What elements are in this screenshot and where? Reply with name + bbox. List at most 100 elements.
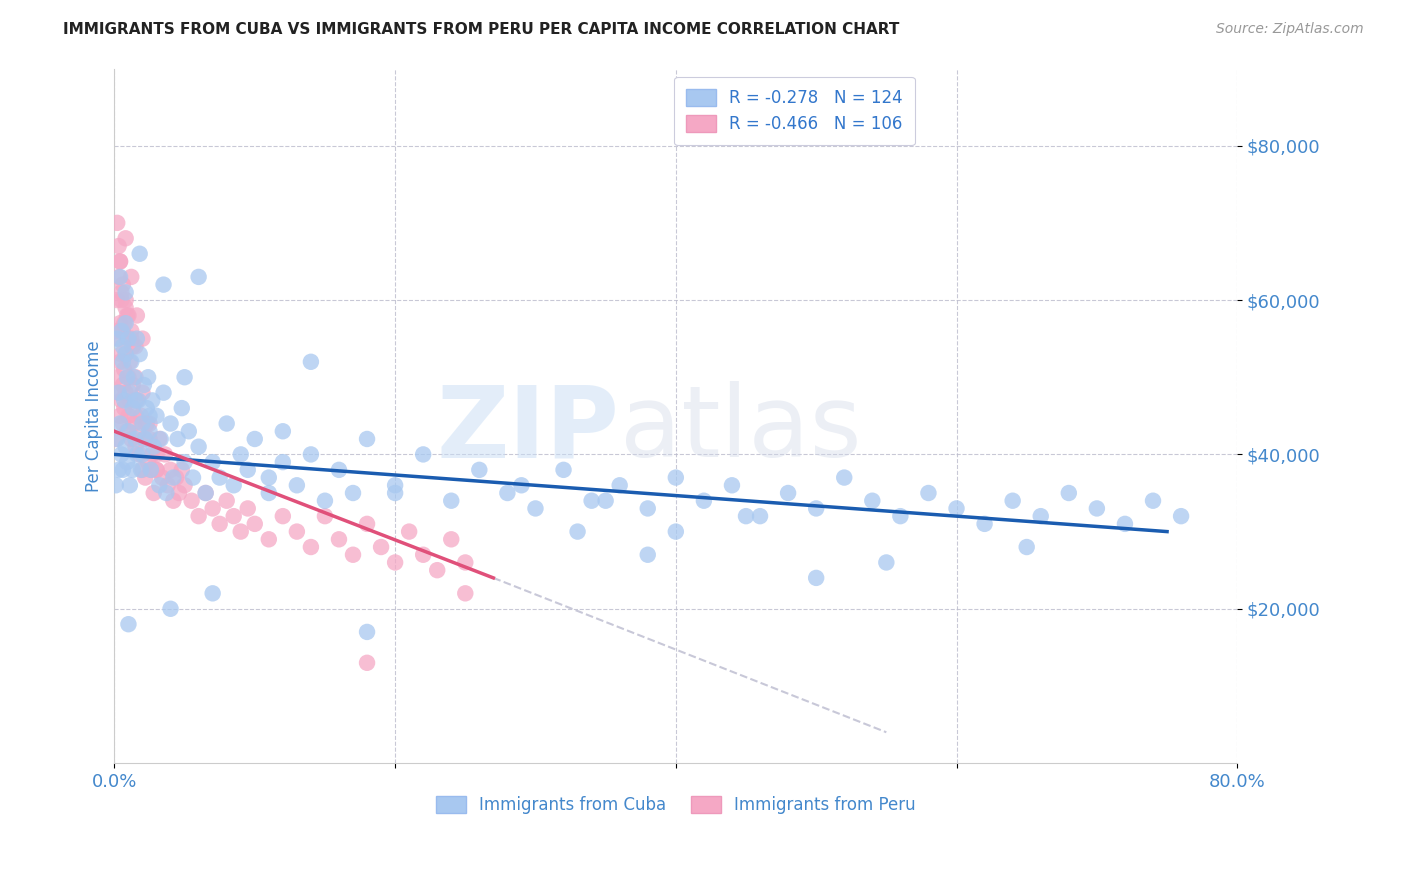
- Point: [693, 493, 716, 508]
- Point: [136, 455, 159, 469]
- Point: [194, 486, 217, 500]
- Point: [208, 470, 231, 484]
- Point: [153, 447, 176, 461]
- Point: [917, 486, 939, 500]
- Point: [127, 424, 149, 438]
- Point: [229, 524, 252, 539]
- Point: [107, 332, 129, 346]
- Point: [159, 417, 181, 431]
- Text: IMMIGRANTS FROM CUBA VS IMMIGRANTS FROM PERU PER CAPITA INCOME CORRELATION CHART: IMMIGRANTS FROM CUBA VS IMMIGRANTS FROM …: [63, 22, 900, 37]
- Point: [665, 524, 688, 539]
- Point: [111, 378, 134, 392]
- Point: [132, 378, 155, 392]
- Point: [139, 463, 162, 477]
- Point: [356, 516, 378, 531]
- Point: [124, 409, 146, 423]
- Point: [1029, 509, 1052, 524]
- Point: [356, 656, 378, 670]
- Point: [117, 424, 139, 438]
- Point: [749, 509, 772, 524]
- Point: [122, 417, 145, 431]
- Point: [118, 478, 141, 492]
- Point: [114, 347, 136, 361]
- Point: [124, 370, 146, 384]
- Point: [150, 470, 173, 484]
- Point: [440, 533, 463, 547]
- Point: [108, 254, 131, 268]
- Point: [1142, 493, 1164, 508]
- Point: [108, 417, 131, 431]
- Point: [735, 509, 758, 524]
- Point: [105, 293, 128, 307]
- Point: [125, 332, 148, 346]
- Point: [104, 432, 127, 446]
- Point: [328, 533, 350, 547]
- Point: [637, 548, 659, 562]
- Point: [637, 501, 659, 516]
- Text: atlas: atlas: [620, 381, 862, 478]
- Point: [105, 432, 128, 446]
- Point: [314, 509, 336, 524]
- Point: [114, 293, 136, 307]
- Point: [148, 478, 170, 492]
- Point: [112, 393, 135, 408]
- Point: [194, 486, 217, 500]
- Point: [121, 378, 143, 392]
- Point: [132, 432, 155, 446]
- Point: [125, 309, 148, 323]
- Point: [105, 216, 128, 230]
- Point: [111, 277, 134, 292]
- Point: [124, 440, 146, 454]
- Point: [115, 309, 138, 323]
- Point: [553, 463, 575, 477]
- Point: [257, 486, 280, 500]
- Point: [454, 556, 477, 570]
- Point: [120, 355, 142, 369]
- Point: [138, 417, 160, 431]
- Point: [152, 385, 174, 400]
- Point: [115, 332, 138, 346]
- Point: [149, 432, 172, 446]
- Point: [356, 624, 378, 639]
- Point: [131, 447, 153, 461]
- Point: [860, 493, 883, 508]
- Point: [117, 309, 139, 323]
- Point: [127, 393, 149, 408]
- Legend: Immigrants from Cuba, Immigrants from Peru: Immigrants from Cuba, Immigrants from Pe…: [426, 786, 927, 824]
- Point: [108, 269, 131, 284]
- Point: [370, 540, 392, 554]
- Point: [117, 617, 139, 632]
- Point: [129, 463, 152, 477]
- Point: [208, 516, 231, 531]
- Point: [124, 339, 146, 353]
- Point: [145, 409, 167, 423]
- Point: [114, 301, 136, 315]
- Point: [114, 231, 136, 245]
- Point: [1015, 540, 1038, 554]
- Point: [107, 463, 129, 477]
- Point: [384, 486, 406, 500]
- Point: [120, 432, 142, 446]
- Point: [114, 285, 136, 300]
- Point: [115, 370, 138, 384]
- Point: [110, 293, 132, 307]
- Point: [524, 501, 547, 516]
- Point: [128, 246, 150, 260]
- Point: [412, 447, 434, 461]
- Point: [108, 316, 131, 330]
- Point: [108, 355, 131, 369]
- Point: [496, 486, 519, 500]
- Point: [134, 432, 156, 446]
- Point: [111, 417, 134, 431]
- Point: [111, 355, 134, 369]
- Point: [1057, 486, 1080, 500]
- Point: [180, 493, 202, 508]
- Point: [117, 409, 139, 423]
- Point: [121, 463, 143, 477]
- Point: [118, 385, 141, 400]
- Point: [595, 493, 617, 508]
- Point: [243, 516, 266, 531]
- Point: [177, 424, 200, 438]
- Point: [142, 486, 165, 500]
- Point: [141, 393, 163, 408]
